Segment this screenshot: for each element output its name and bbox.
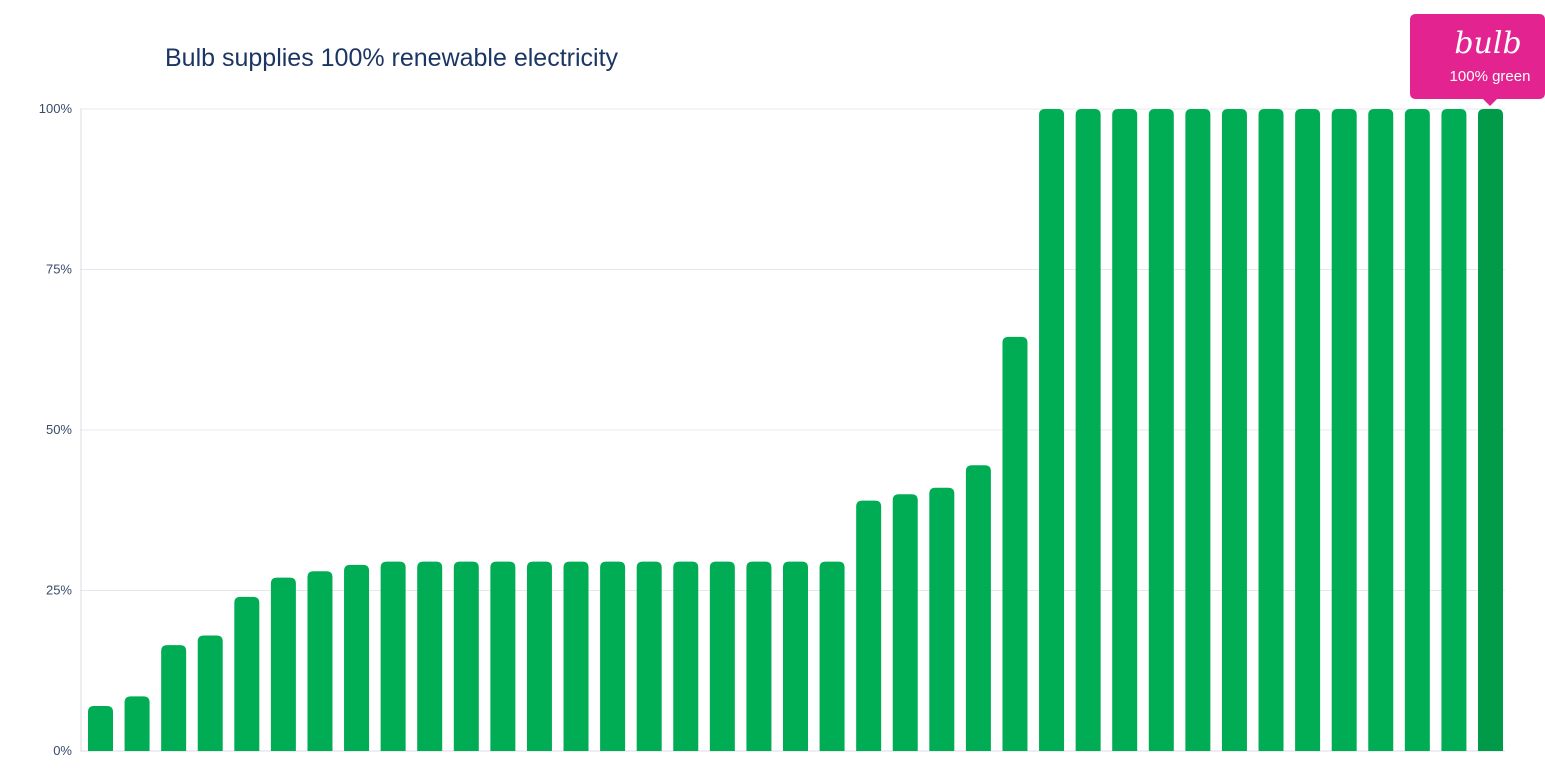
bar xyxy=(124,696,150,751)
bar xyxy=(1404,109,1430,751)
y-tick-label: 50% xyxy=(46,422,72,437)
bar xyxy=(270,577,296,751)
bar xyxy=(417,561,443,751)
bar xyxy=(380,561,406,751)
bar xyxy=(783,561,808,751)
bar xyxy=(673,561,699,751)
bulb-logo: bulb xyxy=(1454,26,1521,61)
bar xyxy=(1002,336,1028,751)
chart-title: Bulb supplies 100% renewable electricity xyxy=(165,44,619,72)
bar xyxy=(636,561,662,751)
y-tick-label: 75% xyxy=(46,262,72,277)
bar xyxy=(490,561,516,751)
y-tick-label: 25% xyxy=(46,583,72,598)
bar xyxy=(929,487,955,751)
axes: 0% 25% 50% 75% 100% xyxy=(39,101,82,758)
bar xyxy=(1258,109,1284,751)
bar xyxy=(307,571,333,751)
bar xyxy=(344,564,370,751)
bar xyxy=(892,494,918,751)
bar xyxy=(1368,109,1394,751)
bar xyxy=(526,561,552,751)
bar xyxy=(1331,109,1357,751)
bar xyxy=(161,645,187,751)
bar xyxy=(1185,109,1211,751)
bar xyxy=(1295,109,1321,751)
bar xyxy=(746,561,772,751)
bar xyxy=(856,500,882,751)
bars xyxy=(88,109,1503,751)
bar-bulb xyxy=(1478,109,1503,751)
bar xyxy=(1221,109,1247,751)
y-tick-label: 0% xyxy=(53,743,72,758)
bar xyxy=(1039,109,1065,751)
y-tick-label: 100% xyxy=(39,101,73,116)
callout-bubble xyxy=(1410,14,1545,106)
bar xyxy=(965,465,991,751)
bulb-callout: bulb 100% green xyxy=(1410,14,1545,106)
bar xyxy=(234,596,260,751)
bar xyxy=(88,706,113,751)
bar xyxy=(1075,109,1101,751)
callout-label: 100% green xyxy=(1450,68,1531,85)
bar xyxy=(1148,109,1174,751)
bar xyxy=(563,561,589,751)
bar xyxy=(1112,109,1138,751)
bar xyxy=(600,561,626,751)
bar xyxy=(1441,109,1467,751)
bar xyxy=(453,561,479,751)
bar xyxy=(197,635,223,751)
bar xyxy=(819,561,845,751)
bar xyxy=(709,561,735,751)
